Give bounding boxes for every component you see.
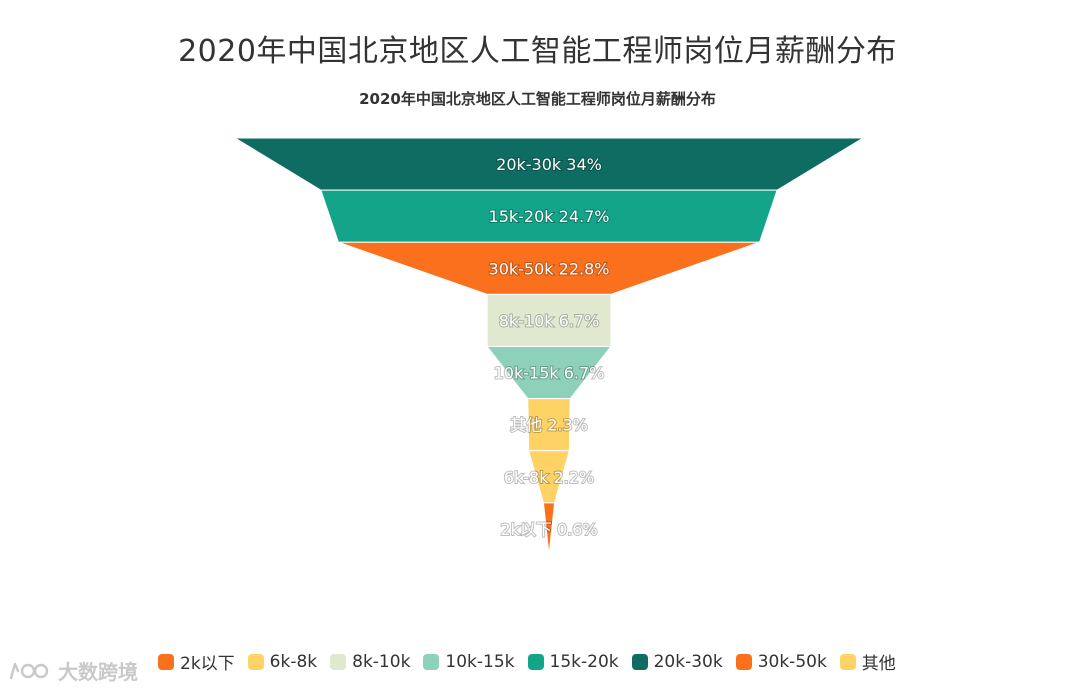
legend-item-20k-30k[interactable]: 20k-30k bbox=[631, 651, 723, 672]
watermark-logo-icon bbox=[9, 662, 49, 679]
legend-item-15k-20k[interactable]: 15k-20k bbox=[527, 651, 619, 672]
chart-subtitle: 2020年中国北京地区人工智能工程师岗位月薪酬分布 bbox=[359, 90, 716, 108]
legend-swatch bbox=[527, 653, 544, 670]
chart-legend: 2k以下 6k-8k 8k-10k 10k-15k 15k-20k 20k-30k 30k-… bbox=[158, 649, 909, 674]
legend-item-6k-8k[interactable]: 6k-8k bbox=[247, 651, 318, 672]
legend-label: 其他 bbox=[861, 654, 896, 674]
funnel-label-2k: 2k以下 0.6% bbox=[500, 520, 597, 539]
legend-item-other-7[interactable]: 其他 bbox=[839, 649, 896, 674]
funnel-label-other-5: 其他 2.3% bbox=[510, 416, 588, 435]
legend-label: 30k-50k bbox=[757, 651, 827, 672]
legend-item-10k-15k[interactable]: 10k-15k bbox=[423, 651, 515, 672]
legend-item-30k-50k[interactable]: 30k-50k bbox=[735, 651, 827, 672]
legend-swatch bbox=[839, 653, 856, 670]
legend-swatch bbox=[631, 653, 648, 670]
legend-item-8k-10k[interactable]: 8k-10k bbox=[330, 652, 410, 672]
funnel-label-6k-8k: 6k-8k 2.2% bbox=[504, 468, 594, 487]
legend-swatch bbox=[330, 653, 347, 670]
legend-swatch bbox=[423, 653, 440, 670]
legend-swatch bbox=[158, 653, 174, 670]
legend-item-2k[interactable]: 2k以下 bbox=[158, 649, 235, 674]
funnel-label-20k-30k: 20k-30k 34% bbox=[496, 155, 602, 174]
legend-label: 10k-15k bbox=[445, 651, 515, 672]
funnel-label-15k-20k: 15k-20k 24.7% bbox=[489, 207, 610, 226]
funnel-segment-2k[interactable] bbox=[542, 502, 556, 556]
watermark-text: 大数跨境 bbox=[58, 660, 138, 684]
funnel-label-10k-15k: 10k-15k 6.7% bbox=[494, 364, 605, 383]
legend-label: 20k-30k bbox=[653, 651, 723, 672]
chart-title: 2020年中国北京地区人工智能工程师岗位月薪酬分布 bbox=[178, 34, 897, 69]
watermark: 大数跨境 bbox=[8, 656, 138, 685]
funnel-label-30k-50k: 30k-50k 22.8% bbox=[489, 259, 610, 278]
legend-label: 8k-10k bbox=[352, 651, 411, 672]
legend-swatch bbox=[247, 653, 264, 670]
legend-label: 6k-8k bbox=[269, 651, 318, 672]
funnel-label-8k-10k: 8k-10k 6.7% bbox=[499, 311, 600, 330]
legend-swatch bbox=[735, 653, 752, 670]
legend-label: 2k以下 bbox=[180, 654, 235, 674]
legend-label: 15k-20k bbox=[549, 651, 619, 672]
